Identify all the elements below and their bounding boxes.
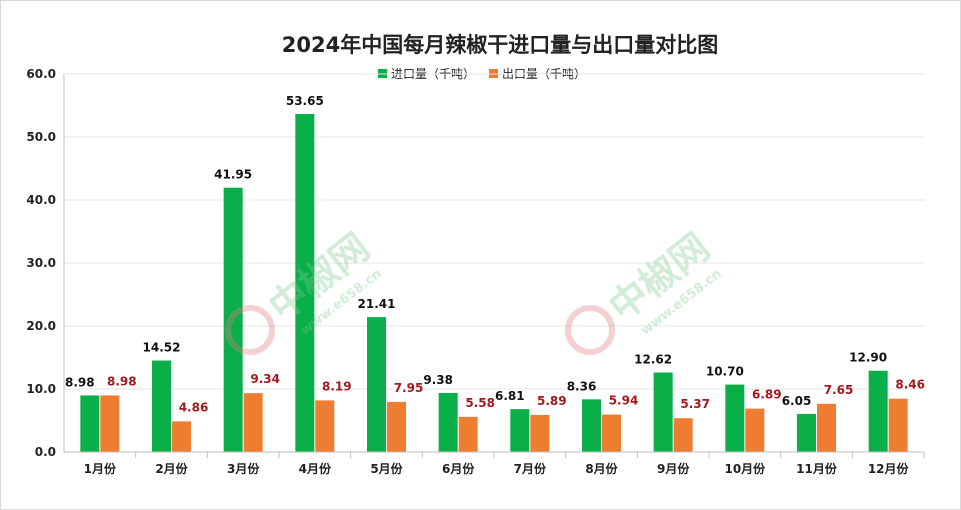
bar-import bbox=[295, 114, 315, 452]
bar-export bbox=[602, 414, 621, 452]
bar-export bbox=[387, 401, 406, 452]
bar-export bbox=[530, 414, 550, 452]
watermark-logo-icon bbox=[565, 305, 615, 355]
bar-import bbox=[653, 372, 673, 452]
label-export: 4.86 bbox=[179, 400, 209, 414]
label-export: 6.89 bbox=[752, 388, 782, 402]
label-export: 9.34 bbox=[250, 372, 280, 386]
bar-import bbox=[367, 317, 386, 452]
label-import: 12.62 bbox=[634, 352, 672, 366]
y-axis-ticks: 0.0 10.0 20.0 30.0 40.0 50.0 60.0 bbox=[26, 67, 56, 459]
label-export: 5.58 bbox=[465, 396, 495, 410]
label-export: 8.19 bbox=[322, 379, 352, 393]
label-import: 10.70 bbox=[706, 365, 744, 379]
y-tick-label: 20.0 bbox=[26, 319, 56, 333]
bar-import bbox=[725, 384, 745, 452]
y-tick-label: 60.0 bbox=[26, 67, 56, 81]
label-import: 53.65 bbox=[286, 94, 324, 108]
label-import: 12.90 bbox=[849, 351, 887, 365]
x-category-label: 6月份 bbox=[442, 461, 475, 476]
bar-export bbox=[817, 403, 836, 452]
label-export: 5.94 bbox=[609, 394, 639, 408]
bar-import bbox=[797, 413, 816, 452]
bar-labels: 8.98 8.98 14.52 4.86 41.95 9.34 53.65 8.19 21.41… bbox=[65, 94, 925, 414]
label-export: 8.46 bbox=[895, 378, 925, 392]
x-category-label: 10月份 bbox=[724, 461, 766, 476]
x-category-label: 1月份 bbox=[84, 461, 117, 476]
chart-title: 2024年中国每月辣椒干进口量与出口量对比图 bbox=[282, 33, 718, 57]
x-category-label: 4月份 bbox=[299, 461, 332, 476]
bar-import bbox=[80, 395, 100, 452]
label-export: 7.95 bbox=[394, 381, 424, 395]
y-tick-label: 50.0 bbox=[26, 130, 56, 144]
label-import: 6.05 bbox=[782, 394, 812, 408]
x-category-label: 3月份 bbox=[227, 461, 260, 476]
x-axis-categories: 1月份 2月份 3月份 4月份 5月份 6月份 7月份 8月份 9月份 10月份 11月份 12月份 bbox=[84, 452, 925, 476]
x-category-label: 5月份 bbox=[370, 461, 403, 476]
gridlines bbox=[64, 73, 924, 390]
x-category-label: 12月份 bbox=[868, 461, 910, 476]
x-category-label: 2月份 bbox=[155, 461, 188, 476]
bar-import bbox=[868, 370, 888, 452]
watermark-logo-icon bbox=[225, 305, 275, 355]
y-tick-label: 10.0 bbox=[26, 382, 56, 396]
bar-import bbox=[152, 360, 171, 452]
label-import: 14.52 bbox=[143, 341, 181, 355]
label-import: 21.41 bbox=[358, 297, 396, 311]
bar-export bbox=[243, 393, 263, 452]
label-export: 5.37 bbox=[680, 397, 710, 411]
y-tick-label: 0.0 bbox=[35, 445, 56, 459]
x-category-label: 9月份 bbox=[657, 461, 690, 476]
bar-export bbox=[673, 418, 693, 452]
bar-export bbox=[458, 416, 478, 452]
bar-export bbox=[172, 421, 191, 452]
label-export: 8.98 bbox=[107, 374, 137, 388]
x-category-label: 11月份 bbox=[796, 461, 838, 476]
bar-import bbox=[223, 187, 243, 452]
bar-export bbox=[315, 400, 335, 452]
bar-import bbox=[438, 392, 458, 452]
bars bbox=[80, 114, 908, 452]
label-import: 8.36 bbox=[567, 379, 597, 393]
label-export: 5.89 bbox=[537, 394, 567, 408]
bar-export bbox=[888, 398, 908, 452]
label-import: 8.98 bbox=[65, 375, 95, 389]
label-export: 7.65 bbox=[824, 383, 854, 397]
bar-export bbox=[745, 408, 765, 452]
bar-export bbox=[100, 395, 120, 452]
bar-import bbox=[510, 409, 530, 452]
bar-import bbox=[582, 399, 601, 452]
label-import: 9.38 bbox=[423, 373, 453, 387]
x-category-label: 8月份 bbox=[585, 461, 618, 476]
x-category-label: 7月份 bbox=[514, 461, 547, 476]
y-tick-label: 30.0 bbox=[26, 256, 56, 270]
y-tick-label: 40.0 bbox=[26, 193, 56, 207]
label-import: 41.95 bbox=[214, 168, 252, 182]
label-import: 6.81 bbox=[495, 389, 525, 403]
